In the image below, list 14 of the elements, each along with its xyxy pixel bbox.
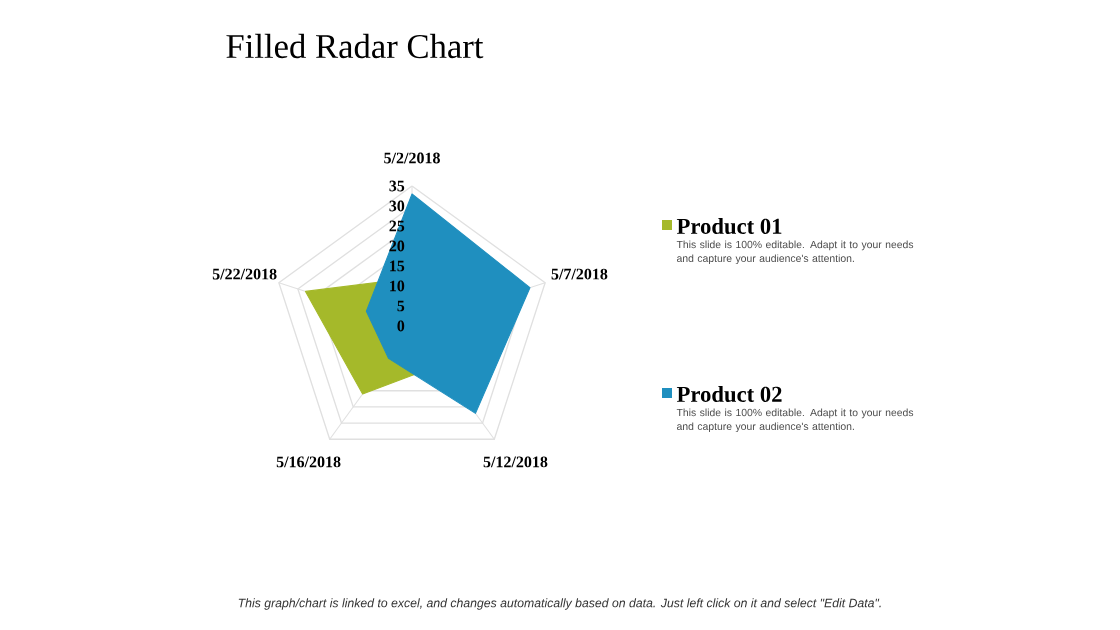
y-tick-label: 0	[397, 320, 405, 332]
spoke-label: 5/2/2018	[384, 152, 440, 164]
spoke-label: 5/16/2018	[276, 456, 341, 468]
y-tick-label: 10	[390, 280, 405, 292]
legend-label: Product 02	[676, 386, 782, 403]
spoke-label: 5/22/2018	[212, 268, 277, 280]
y-tick-label: 15	[390, 260, 405, 272]
y-tick-label: 5	[397, 300, 405, 312]
y-tick-label: 35	[389, 180, 405, 192]
chart-title: Filled Radar Chart	[226, 33, 484, 59]
y-tick-label: 30	[389, 200, 405, 212]
spoke-label: 5/12/2018	[483, 456, 548, 468]
spoke-label: 5/7/2018	[551, 268, 608, 280]
legend-label: Product 01	[676, 218, 782, 235]
